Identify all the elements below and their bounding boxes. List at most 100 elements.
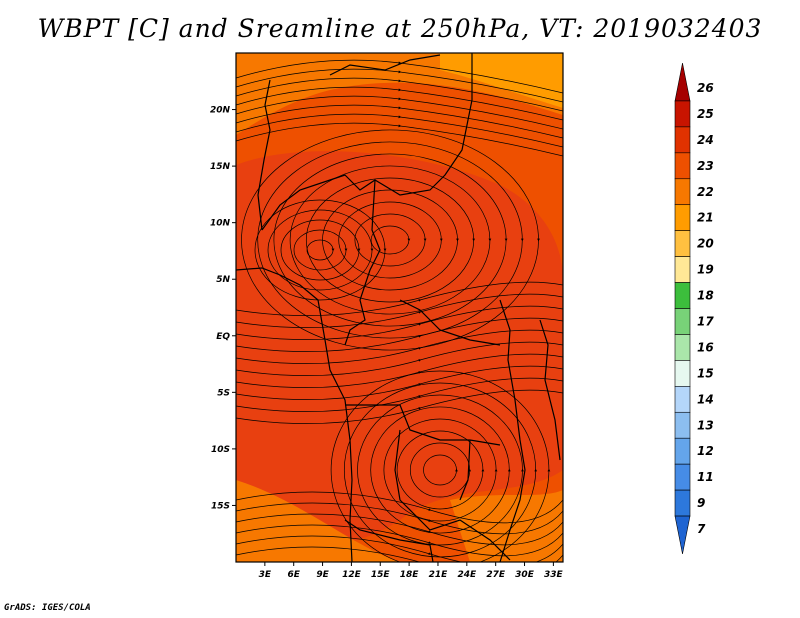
colorbar: 26 25 24 23 22 21 20 19 18 17 16 15 14 13 12 11 9 7 [674, 62, 714, 555]
lon-label: 15E [371, 570, 391, 580]
streamline [236, 546, 563, 562]
streamline [236, 95, 563, 130]
streamline [267, 209, 374, 291]
wbpt-cool-region-se [450, 490, 563, 562]
colorbar-label: 15 [697, 366, 714, 380]
lon-label: 3E [259, 570, 272, 580]
colorbar-swatch [674, 152, 691, 180]
streamline [236, 59, 563, 94]
colorbar-swatch [674, 489, 691, 517]
lon-label: 6E [287, 570, 300, 580]
country-borders [236, 53, 561, 562]
colorbar-swatch [674, 360, 691, 387]
colorbar-label: 12 [697, 444, 714, 458]
streamline [293, 229, 348, 271]
lon-label: 9E [316, 570, 329, 580]
lon-label: 27E [486, 570, 506, 580]
colorbar-top-arrow [674, 62, 691, 102]
wbpt-warm-region [236, 151, 563, 545]
streamline [236, 377, 563, 412]
colorbar-label: 25 [697, 107, 714, 121]
longitude-axis: 3E 6E 9E 12E 15E 18E 21E 24E 27E 30E 33E [259, 562, 564, 580]
streamline [236, 365, 563, 400]
lat-label: 20N [210, 106, 231, 116]
colorbar-label: 9 [697, 496, 705, 510]
streamline [241, 129, 540, 351]
colorbar-label: 11 [697, 470, 714, 484]
wbpt-cool-region-sw [236, 480, 400, 562]
streamline [273, 153, 508, 327]
colorbar-swatch [674, 256, 691, 283]
lon-label: 24E [457, 570, 477, 580]
colorbar-swatch [674, 282, 691, 309]
lon-label: 12E [342, 570, 362, 580]
colorbar-swatch [674, 308, 691, 335]
streamline [306, 239, 335, 261]
streamline [396, 430, 485, 510]
streamline [357, 394, 524, 546]
colorbar-swatch [674, 178, 691, 206]
colorbar-swatch [674, 463, 691, 491]
lat-label: 15S [211, 501, 230, 511]
streamline [370, 406, 511, 534]
streamline [354, 213, 427, 267]
colorbar-label: 14 [697, 392, 714, 406]
streamline [236, 104, 563, 139]
streamline [254, 199, 387, 301]
streamline [236, 68, 563, 103]
colorbar-label: 18 [697, 289, 714, 303]
streamline [280, 219, 361, 281]
streamline [236, 341, 563, 376]
colorbar-label: 20 [697, 237, 714, 251]
streamline [257, 141, 524, 339]
lon-label: 30E [515, 570, 535, 580]
latitude-axis: 20N 15N 10N 5N EQ 5S 10S 15S [210, 106, 236, 511]
colorbar-swatch [674, 411, 691, 439]
streamline [383, 418, 498, 522]
streamline [236, 317, 563, 352]
grads-credit: GrADS: IGES/COLA [4, 603, 91, 613]
streamline [236, 305, 563, 340]
lon-label: 33E [544, 570, 564, 580]
lat-label: 10N [210, 219, 231, 229]
colorbar-label: 23 [697, 159, 714, 173]
chart-title: WBPT [C] and Sreamline at 250hPa, VT: 20… [37, 14, 763, 43]
colorbar-label: 19 [697, 263, 714, 277]
streamlines [236, 59, 563, 562]
lat-label: 10S [211, 445, 230, 455]
streamline [236, 535, 563, 562]
streamline [236, 293, 563, 328]
wbpt-field [236, 53, 563, 562]
streamline [236, 491, 563, 524]
streamline [236, 113, 563, 148]
lon-label: 18E [400, 570, 420, 580]
streamline [305, 177, 476, 303]
streamline [423, 454, 458, 486]
colorbar-bottom-arrow [674, 515, 691, 555]
colorbar-label: 21 [697, 211, 714, 225]
colorbar-label: 24 [697, 133, 714, 147]
colorbar-swatch [674, 100, 691, 128]
colorbar-swatch [674, 126, 691, 154]
colorbar-swatch [674, 386, 691, 413]
colorbar-swatch [674, 230, 691, 257]
wbpt-light-region-ne [440, 53, 563, 108]
streamline [236, 329, 563, 364]
colorbar-label: 7 [697, 522, 706, 536]
streamline [236, 502, 563, 535]
lon-label: 21E [429, 570, 449, 580]
colorbar-label: 26 [697, 81, 714, 95]
lat-label: 5N [216, 275, 230, 285]
map-frame [235, 52, 564, 563]
streamline [236, 77, 563, 112]
colorbar-label: 13 [697, 418, 714, 432]
lat-label: EQ [216, 332, 230, 342]
streamline [236, 524, 563, 557]
colorbar-label: 17 [697, 314, 714, 328]
streamline [236, 353, 563, 388]
colorbar-label: 22 [697, 185, 714, 199]
colorbar-label: 16 [697, 340, 714, 354]
streamline [322, 189, 459, 291]
streamline [338, 201, 443, 279]
